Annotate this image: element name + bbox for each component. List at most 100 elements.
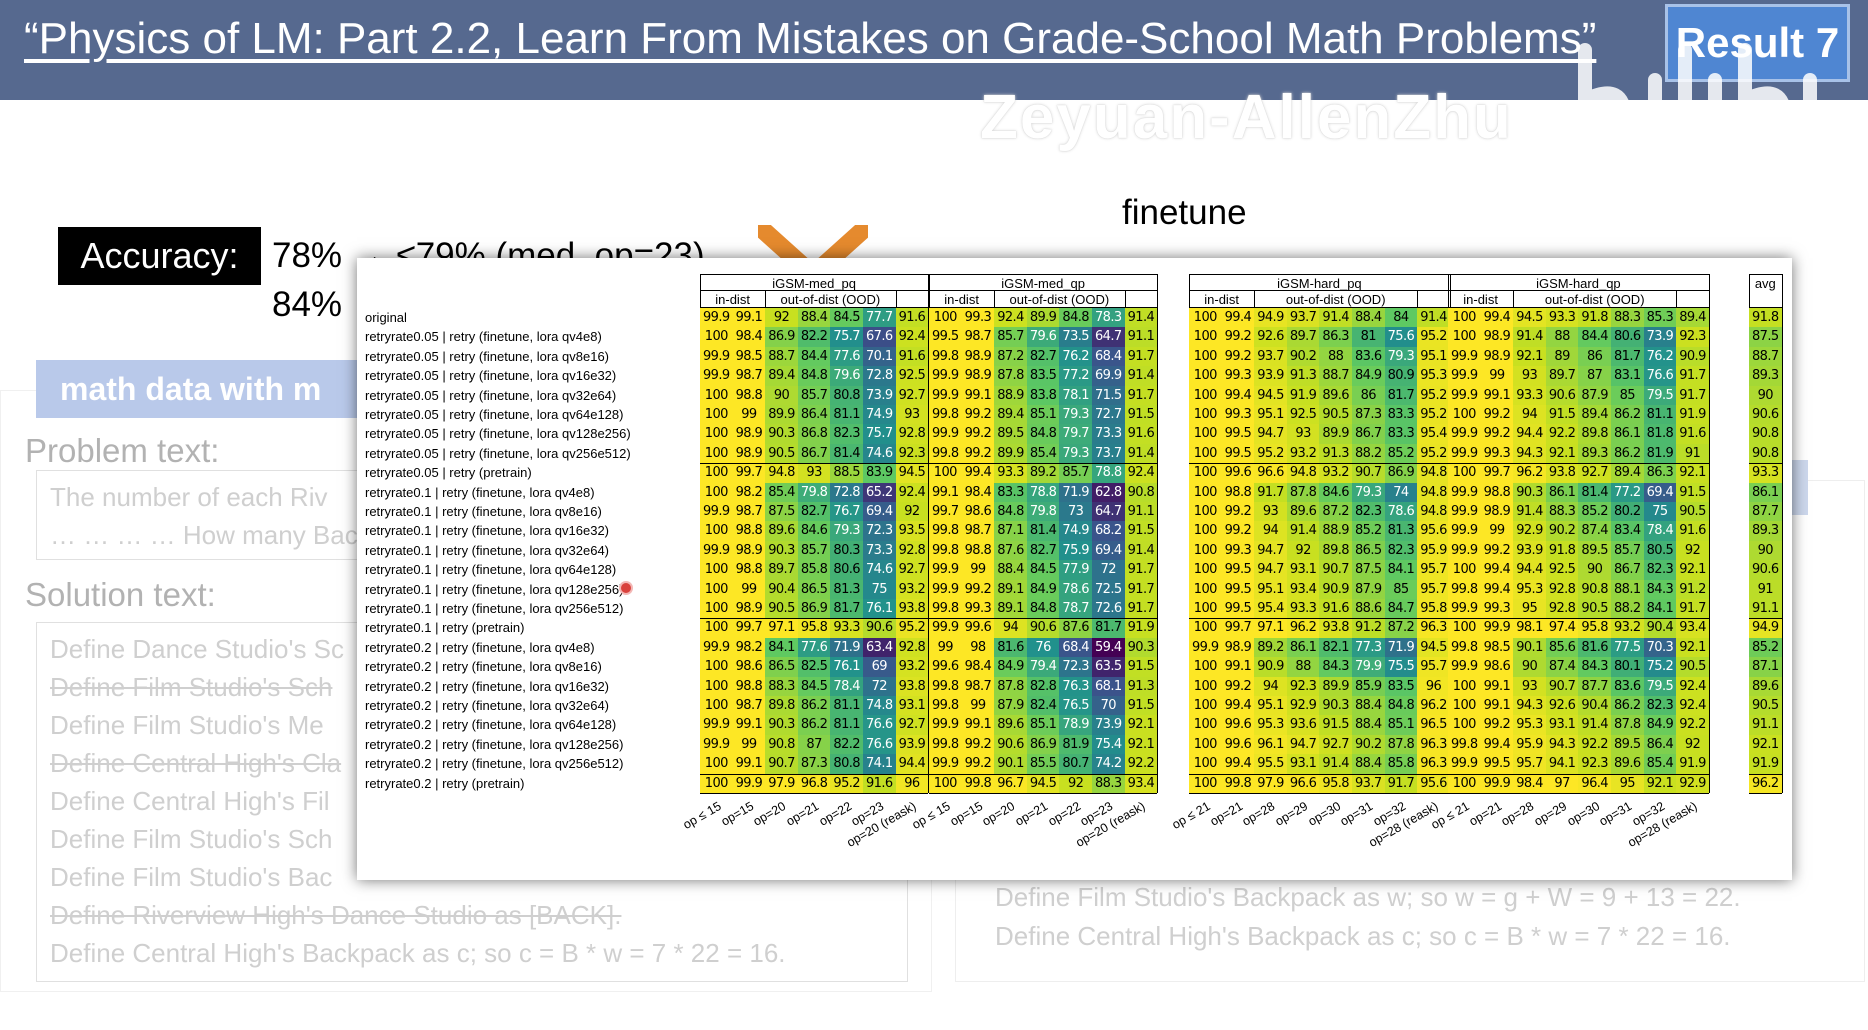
heatmap-cell: 100 — [700, 657, 733, 677]
heatmap-cell: 92.2 — [1545, 424, 1579, 444]
avg-cell: 89.6 — [1749, 676, 1782, 696]
heatmap-cell: 73.3 — [863, 540, 896, 561]
heatmap-cell: 99.2 — [961, 579, 995, 599]
heatmap-cell: 79.4 — [1026, 657, 1060, 677]
heatmap-cell: 99.5 — [1480, 754, 1514, 774]
heatmap-cell: 89.2 — [1254, 637, 1287, 658]
heatmap-cell: 100 — [700, 560, 733, 580]
heatmap-cell: 92.4 — [994, 308, 1027, 328]
heatmap-cell: 81 — [1352, 327, 1385, 347]
heatmap-cell: 99.8 — [929, 405, 962, 425]
heatmap-cell: 89.9 — [1319, 676, 1352, 696]
heatmap-cell: 69.4 — [863, 502, 896, 522]
heatmap-cell: 81.4 — [830, 443, 863, 464]
heatmap-cell: 100 — [1448, 560, 1481, 580]
heatmap-cell: 100 — [1189, 657, 1222, 677]
heatmap-cell: 99.4 — [1221, 754, 1255, 774]
heatmap-cell: 93.3 — [1545, 308, 1579, 328]
grid-line — [700, 307, 929, 308]
row-label: retryrate0.05 | retry (finetune, lora qv… — [365, 329, 602, 345]
grid-line — [1749, 793, 1782, 794]
heatmap-cell: 91.4 — [1513, 502, 1546, 522]
heatmap-cell: 98.9 — [1480, 327, 1514, 347]
heatmap-cell: 81.9 — [1643, 443, 1677, 464]
heatmap-cell: 77.6 — [797, 637, 831, 658]
grid-line — [928, 274, 930, 793]
heatmap-cell: 99.1 — [929, 482, 962, 502]
heatmap-cell: 89.5 — [1578, 540, 1611, 561]
heatmap-cell: 89.8 — [765, 696, 798, 716]
heatmap-cell: 87.4 — [1545, 657, 1579, 677]
grid-line — [1448, 463, 1709, 465]
row-label: retryrate0.1 | retry (finetune, lora qv3… — [365, 542, 609, 558]
heatmap-cell: 90.1 — [994, 754, 1027, 774]
heatmap-cell: 92.7 — [895, 560, 929, 580]
heatmap-cell: 92.1 — [1676, 463, 1709, 483]
heatmap-cell: 93.7 — [1254, 346, 1287, 367]
heatmap-cell: 98.9 — [732, 540, 766, 561]
heatmap-cell: 84.5 — [830, 308, 863, 328]
heatmap-cell: 85.1 — [1384, 715, 1418, 735]
heatmap-cell: 84.8 — [1026, 424, 1060, 444]
x-tick-label: op=21 — [1207, 799, 1245, 829]
heatmap-cell: 92.7 — [895, 715, 929, 735]
heatmap-cell: 84.9 — [1026, 579, 1060, 599]
avg-header: avg — [1754, 276, 1776, 291]
heatmap-cell: 91.5 — [1124, 521, 1158, 541]
heatmap-cell: 83.9 — [863, 463, 896, 483]
heatmap-cell: 72.7 — [1092, 405, 1125, 425]
heatmap-cell: 89.7 — [765, 560, 798, 580]
heatmap-cell: 93.9 — [1254, 366, 1287, 386]
heatmap-cell: 88.7 — [1319, 366, 1352, 386]
heatmap-cell: 79.3 — [830, 521, 863, 541]
heatmap-cell: 95.7 — [1417, 579, 1450, 599]
heatmap-cell: 78.6 — [1384, 502, 1418, 522]
heatmap-cell: 91.4 — [1513, 327, 1546, 347]
heatmap-cell: 87.9 — [1578, 385, 1611, 405]
heatmap-cell: 74.9 — [863, 405, 896, 425]
heatmap-cell: 91.7 — [1124, 385, 1158, 405]
row-label: retryrate0.05 | retry (pretrain) — [365, 465, 532, 481]
heatmap-cell: 97.9 — [1254, 773, 1287, 793]
heatmap-cell: 91.4 — [1286, 521, 1320, 541]
heatmap-cell: 63.4 — [863, 637, 896, 658]
heatmap-cell: 100 — [1189, 715, 1222, 735]
avg-cell: 91.1 — [1749, 715, 1782, 735]
solution-line: Define Riverview High's Dance Studio as … — [50, 900, 622, 930]
avg-cell: 87.1 — [1749, 657, 1782, 677]
heatmap-cell: 76.3 — [1059, 676, 1092, 696]
heatmap-cell: 91.1 — [1124, 502, 1158, 522]
heatmap-cell: 92.5 — [1545, 560, 1579, 580]
heatmap-cell: 98.7 — [961, 676, 995, 696]
heatmap-cell: 83.1 — [1611, 366, 1644, 386]
heatmap-cell: 79.9 — [1352, 657, 1385, 677]
heatmap-cell: 89.1 — [994, 599, 1027, 619]
grid-line — [929, 773, 1158, 775]
avg-cell: 91.1 — [1749, 599, 1782, 619]
heatmap-cell: 76.6 — [1643, 366, 1677, 386]
heatmap-cell: 99.2 — [961, 443, 995, 464]
heatmap-cell: 99.9 — [700, 308, 733, 328]
x-tick-label: op=22 — [1045, 799, 1083, 829]
heatmap-cell: 94 — [1513, 405, 1546, 425]
grid-line — [1448, 290, 1709, 291]
heatmap-cell: 78.6 — [1059, 579, 1092, 599]
heatmap-cell: 95.3 — [1513, 715, 1546, 735]
heatmap-cell: 98.2 — [732, 637, 766, 658]
heatmap-cell: 90.2 — [1545, 521, 1579, 541]
heatmap-cell: 75 — [1643, 502, 1677, 522]
heatmap-cell: 85.7 — [1059, 463, 1092, 483]
heatmap-cell: 86.4 — [1643, 734, 1677, 755]
row-label: retryrate0.2 | retry (finetune, lora qv6… — [365, 717, 617, 733]
heatmap-cell: 95.4 — [1254, 599, 1287, 619]
heatmap-cell: 100 — [700, 599, 733, 619]
heatmap-cell: 95.8 — [1319, 773, 1352, 793]
grid-line — [1189, 274, 1450, 275]
heatmap-cell: 100 — [1189, 308, 1222, 328]
heatmap-cell: 88.4 — [797, 308, 831, 328]
heatmap-cell: 99.1 — [732, 715, 766, 735]
row-label: retryrate0.1 | retry (finetune, lora qv8… — [365, 504, 602, 519]
heatmap-cell: 87.6 — [1059, 618, 1092, 638]
heatmap-cell: 99.2 — [961, 754, 995, 774]
heatmap-cell: 87 — [1578, 366, 1611, 386]
